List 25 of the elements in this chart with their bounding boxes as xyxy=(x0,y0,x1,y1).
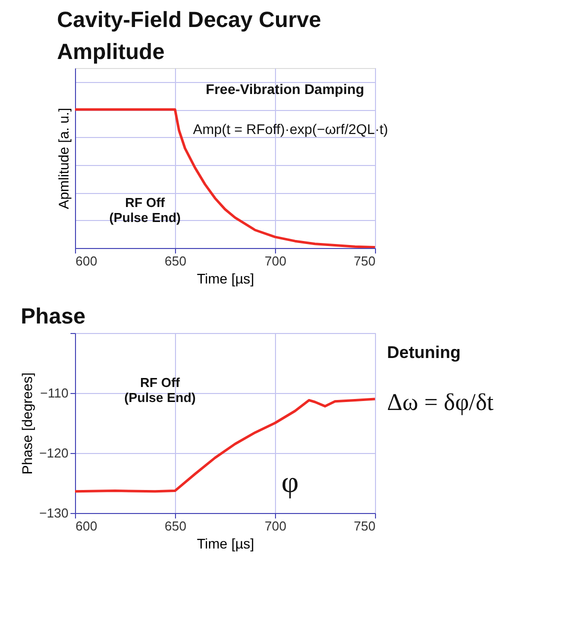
chart-title: Cavity-Field Decay Curve xyxy=(57,7,322,32)
annotation: RF Off (Pulse End) xyxy=(124,375,196,405)
annotation: RF Off (Pulse End) xyxy=(109,195,181,225)
y-tick-label: −110 xyxy=(40,386,68,400)
y-tick-label: −130 xyxy=(39,506,68,520)
x-tick-label: 600 xyxy=(76,518,98,534)
y-axis-title: Apmlitude [a. u.] xyxy=(56,108,72,210)
x-tick-label: 700 xyxy=(264,254,286,268)
text: Free-Vibration Damping xyxy=(206,81,364,97)
x-tick-label: 700 xyxy=(264,518,286,534)
text: Δω = δφ/δt xyxy=(387,390,494,416)
chart-subtitle: Amplitude xyxy=(57,39,165,64)
x-axis-title: Time [µs] xyxy=(196,536,254,552)
x-tick-label: 600 xyxy=(76,254,98,268)
annotation: φ xyxy=(281,466,299,499)
x-tick-label: 650 xyxy=(164,254,186,268)
text: Detuning xyxy=(387,343,461,362)
x-tick-label: 750 xyxy=(354,518,376,534)
x-axis-title: Time [µs] xyxy=(196,270,254,286)
x-tick-label: 750 xyxy=(354,254,376,268)
x-tick-label: 650 xyxy=(164,518,186,534)
chart-title: Phase xyxy=(20,304,86,328)
y-axis-title: Phase [degrees] xyxy=(19,372,36,474)
y-tick-label: −120 xyxy=(39,446,68,460)
annotation: Amp(t = RFoff)·exp(−ωrf/2QL·t) xyxy=(193,121,388,137)
